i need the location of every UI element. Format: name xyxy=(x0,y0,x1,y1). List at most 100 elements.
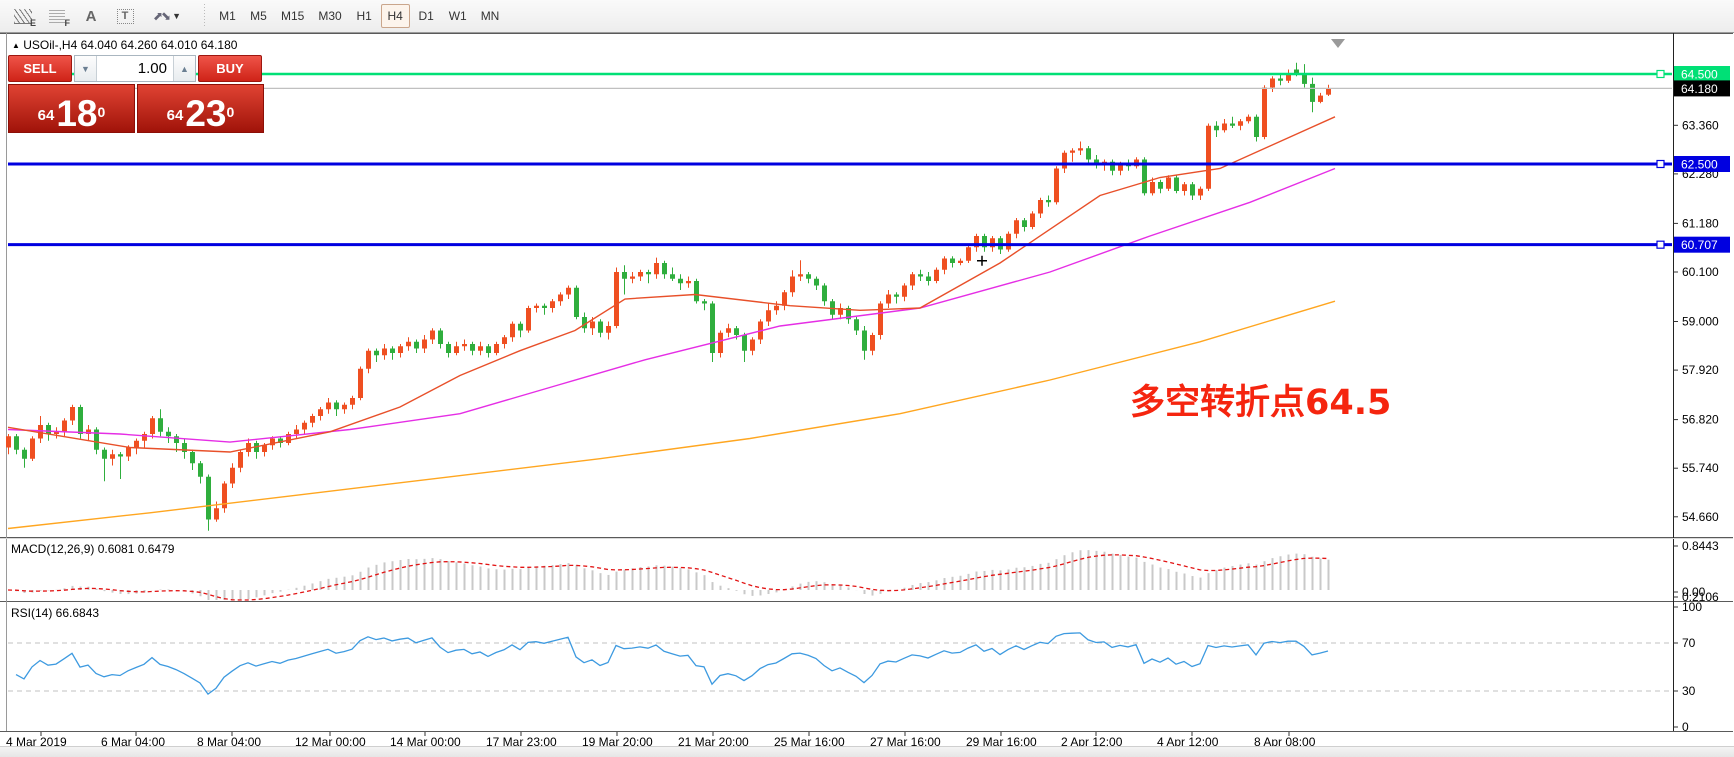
candle-body xyxy=(1310,83,1315,102)
timeframe-w1[interactable]: W1 xyxy=(443,4,473,28)
toolbar: E F A T ⬈⬊ ▼ M1 M5 M15 M30 H1 H4 D1 W1 MN xyxy=(0,0,1734,33)
candle-body xyxy=(1302,74,1307,84)
candle-body xyxy=(542,305,547,308)
chart-shift-marker[interactable] xyxy=(1331,39,1345,48)
candle-body xyxy=(550,301,555,308)
buy-price-big: 23 xyxy=(185,92,227,134)
candle-body xyxy=(1054,168,1059,203)
candle-body xyxy=(622,272,627,279)
candle-body xyxy=(238,452,243,468)
candle-body xyxy=(1062,152,1067,169)
volume-input[interactable] xyxy=(97,56,173,81)
symbol-period-label: USOil-,H4 xyxy=(23,38,78,52)
ma-slow-line xyxy=(7,300,1336,530)
candle-body xyxy=(454,346,459,353)
candle-body xyxy=(1198,188,1203,196)
timeframe-h1[interactable]: H1 xyxy=(350,4,379,28)
buy-button[interactable]: BUY xyxy=(198,55,262,82)
candle-body xyxy=(6,436,11,448)
candle-body xyxy=(1022,220,1027,227)
candle-body xyxy=(1254,116,1259,137)
candle-body xyxy=(1006,233,1011,250)
candle-body xyxy=(1094,159,1099,164)
chart-window: 63.360 62.280 61.180 60.100 59.000 57.920 56.8… xyxy=(0,33,1734,746)
buy-price-sup: 0 xyxy=(226,104,235,120)
candle-body xyxy=(718,332,723,353)
data-grid-icon[interactable]: F xyxy=(42,3,72,29)
time-axis-label: 4 Mar 2019 xyxy=(6,735,67,746)
candle-body xyxy=(662,263,667,275)
timeframe-m30[interactable]: M30 xyxy=(312,4,347,28)
candle-body xyxy=(942,258,947,270)
candle-body xyxy=(1182,184,1187,191)
candle-body xyxy=(118,454,123,457)
candle-body xyxy=(750,339,755,351)
volume-stepper: ▼ ▲ xyxy=(74,55,196,82)
buy-price-int: 64 xyxy=(166,107,184,124)
tool-letter: T xyxy=(116,8,134,24)
price-axis-label: 59.000 xyxy=(1682,315,1719,329)
macd-label: MACD(12,26,9) 0.6081 0.6479 xyxy=(11,542,175,556)
candle-body xyxy=(206,476,211,520)
hline-handle[interactable] xyxy=(1656,159,1665,169)
price-badge xyxy=(1674,236,1730,253)
price-chart-svg[interactable]: 63.36062.28061.18060.10059.00057.92056.8… xyxy=(0,33,1734,746)
time-axis-label: 8 Apr 08:00 xyxy=(1254,735,1316,746)
time-axis-label: 27 Mar 16:00 xyxy=(870,735,941,746)
time-axis-label: 29 Mar 16:00 xyxy=(966,735,1037,746)
sell-button[interactable]: SELL xyxy=(8,55,72,82)
candle-body xyxy=(46,425,51,434)
timeframe-mn[interactable]: MN xyxy=(475,4,506,28)
candle-body xyxy=(1326,88,1331,95)
price-axis-label: 55.740 xyxy=(1682,461,1719,475)
time-axis-label: 17 Mar 23:00 xyxy=(486,735,557,746)
chart-background xyxy=(0,33,1734,746)
timeframe-m15[interactable]: M15 xyxy=(275,4,310,28)
candle-body xyxy=(838,308,843,315)
time-axis-label: 25 Mar 16:00 xyxy=(774,735,845,746)
candle-body xyxy=(1230,123,1235,126)
time-axis-label: 8 Mar 04:00 xyxy=(197,735,261,746)
text-box-icon[interactable]: T xyxy=(110,3,140,29)
candle-body xyxy=(814,278,819,286)
text-label-icon[interactable]: A xyxy=(76,3,106,29)
candle-body xyxy=(630,276,635,279)
price-axis-label: 61.180 xyxy=(1682,216,1719,230)
candle-body xyxy=(974,236,979,248)
timeframe-h4[interactable]: H4 xyxy=(380,4,410,28)
hline-handle[interactable] xyxy=(1656,240,1665,249)
candle-body xyxy=(1318,95,1323,102)
candle-body xyxy=(1262,87,1267,137)
timeframe-m1[interactable]: M1 xyxy=(213,4,242,28)
candle-body xyxy=(174,436,179,443)
candle-body xyxy=(14,436,19,450)
candle-body xyxy=(38,425,43,439)
candle-body xyxy=(678,278,683,284)
timeframe-m5[interactable]: M5 xyxy=(244,4,273,28)
candle-body xyxy=(654,263,659,275)
macd-axis-label: 0.2106 xyxy=(1682,590,1719,604)
tool-letter: E xyxy=(29,18,36,28)
rsi-line xyxy=(15,632,1329,696)
candle-body xyxy=(294,429,299,434)
candle-body xyxy=(990,238,995,248)
candle-body xyxy=(574,287,579,317)
volume-decrease-button[interactable]: ▼ xyxy=(75,56,97,81)
macd-axis-label: 0.8443 xyxy=(1682,539,1719,553)
expert-advisors-icon[interactable]: E xyxy=(8,3,38,29)
candle-body xyxy=(566,287,571,295)
candle-body xyxy=(782,292,787,306)
candle-body xyxy=(334,402,339,410)
candle-body xyxy=(22,449,27,459)
candle-body xyxy=(806,274,811,279)
buy-price-tile[interactable]: 64 23 0 xyxy=(137,84,264,133)
sell-price-tile[interactable]: 64 18 0 xyxy=(8,84,135,133)
arrow-objects-icon[interactable]: ⬈⬊ ▼ xyxy=(144,3,190,29)
volume-increase-button[interactable]: ▲ xyxy=(173,56,195,81)
chart-text-annotation[interactable]: 多空转折点64.5 xyxy=(1130,383,1392,423)
hline-handle[interactable] xyxy=(1656,69,1665,79)
window-marker-icon: ▲ xyxy=(12,41,20,50)
timeframe-d1[interactable]: D1 xyxy=(412,4,441,28)
candle-body xyxy=(902,285,907,297)
toolbar-separator xyxy=(202,4,207,28)
